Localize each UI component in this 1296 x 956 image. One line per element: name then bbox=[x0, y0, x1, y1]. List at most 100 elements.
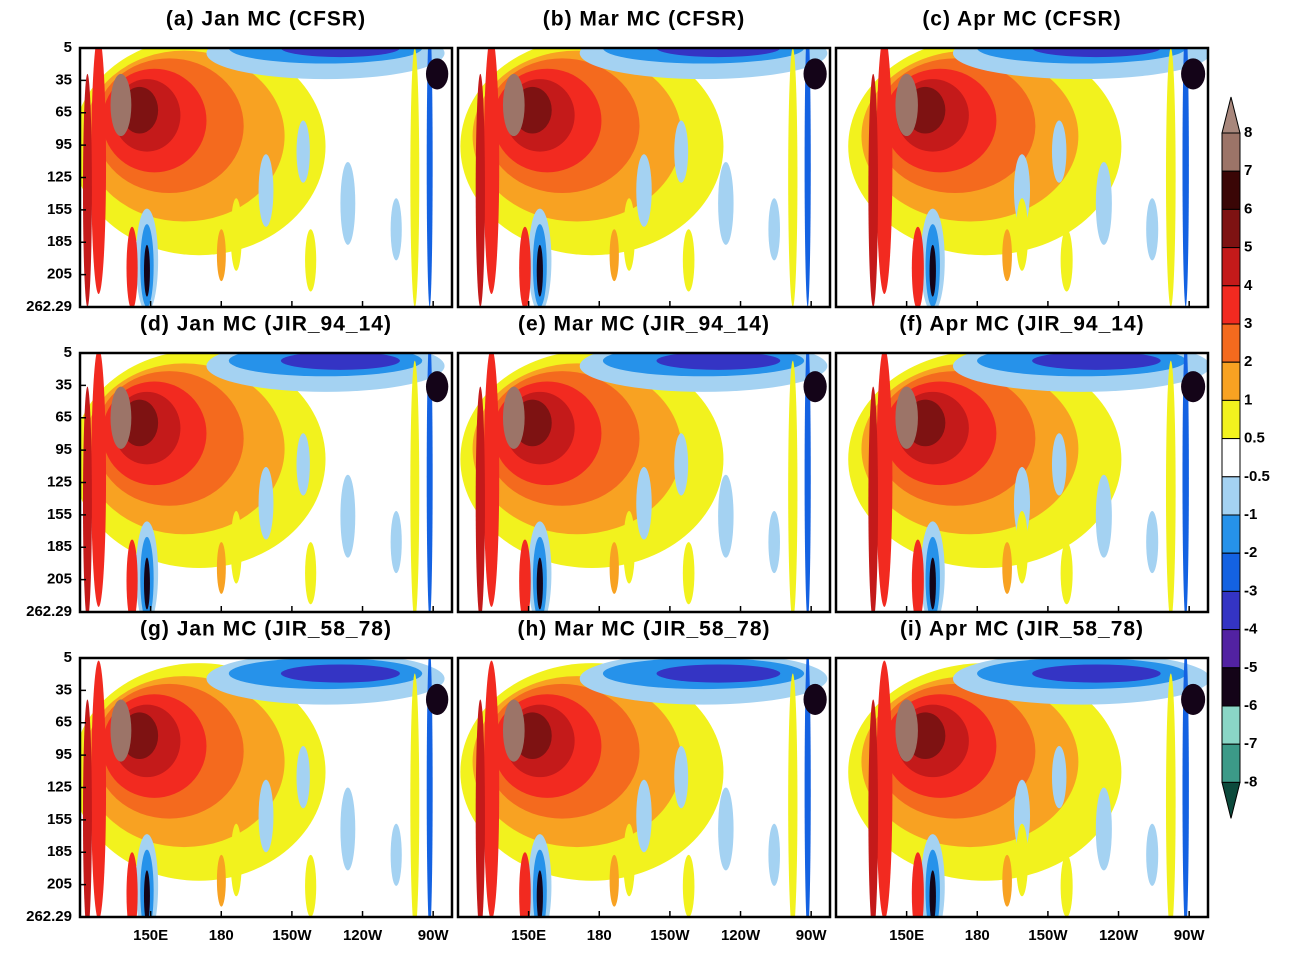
contour-blob bbox=[82, 699, 92, 917]
contour-blob bbox=[623, 823, 635, 897]
contour-blob bbox=[623, 198, 635, 271]
contour-blob bbox=[718, 161, 734, 245]
contour-blob bbox=[502, 73, 525, 137]
contour-blob bbox=[280, 664, 400, 683]
panel-frame bbox=[456, 656, 832, 919]
contour-blob bbox=[82, 386, 92, 612]
contour-blob bbox=[609, 542, 619, 594]
contour-blob bbox=[475, 386, 485, 612]
contour-blob bbox=[1146, 510, 1159, 574]
colorbar-box bbox=[1221, 514, 1241, 554]
contour-blob bbox=[216, 229, 226, 282]
contour-blob bbox=[788, 673, 798, 917]
colorbar-label: -8 bbox=[1244, 773, 1257, 790]
colorbar-box bbox=[1221, 590, 1241, 631]
colorbar-label: -7 bbox=[1244, 735, 1257, 752]
contour-blob bbox=[536, 870, 543, 917]
contour-blob bbox=[1060, 229, 1073, 292]
contour-blob bbox=[1032, 353, 1161, 370]
contour-blob bbox=[390, 198, 402, 261]
y-tick-label: 185 bbox=[47, 538, 72, 555]
contour-blob bbox=[425, 371, 449, 403]
colorbar-box bbox=[1221, 285, 1241, 325]
contour-blob bbox=[804, 48, 811, 307]
colorbar-box bbox=[1221, 476, 1241, 516]
contour-blob bbox=[1165, 48, 1176, 307]
panel-title: (i) Apr MC (JIR_58_78) bbox=[900, 618, 1144, 641]
contour-blob bbox=[929, 870, 936, 917]
contour-blob bbox=[804, 658, 811, 917]
y-tick-label: 125 bbox=[47, 473, 72, 490]
x-tick-label: 120W bbox=[343, 927, 383, 944]
y-tick-label: 35 bbox=[55, 681, 72, 698]
contour-blob bbox=[1182, 658, 1189, 917]
colorbar-label: -5 bbox=[1244, 659, 1257, 676]
colorbar-label: 3 bbox=[1244, 315, 1252, 332]
contour-blob bbox=[296, 433, 310, 496]
contour-blob bbox=[519, 539, 531, 612]
panel bbox=[458, 353, 830, 612]
y-tick-label: 155 bbox=[47, 811, 72, 828]
colorbar-box bbox=[1221, 629, 1241, 669]
colorbar-box bbox=[1221, 438, 1241, 478]
colorbar-label: -4 bbox=[1244, 621, 1258, 638]
contour-blob bbox=[1002, 542, 1012, 594]
colorbar-box bbox=[1221, 552, 1241, 592]
contour-blob bbox=[230, 823, 242, 897]
contour-blob bbox=[91, 660, 107, 917]
contour-blob bbox=[636, 154, 652, 227]
contour-blob bbox=[390, 823, 402, 886]
contour-blob bbox=[1181, 371, 1206, 403]
contour-blob bbox=[788, 48, 798, 307]
contour-blob bbox=[425, 58, 449, 90]
contour-blob bbox=[280, 353, 400, 370]
panel bbox=[836, 353, 1208, 612]
contour-blob bbox=[1165, 673, 1176, 917]
contour-blob bbox=[126, 539, 138, 612]
colorbar-arrow bbox=[1221, 96, 1241, 134]
panel bbox=[80, 48, 452, 307]
x-tick-label: 90W bbox=[1174, 927, 1206, 944]
contour-blob bbox=[126, 226, 138, 307]
contour-blob bbox=[895, 73, 918, 137]
y-tick-label: 125 bbox=[47, 168, 72, 185]
contour-blob bbox=[410, 360, 420, 612]
contour-blob bbox=[868, 386, 879, 612]
contour-blob bbox=[110, 699, 132, 762]
y-tick-label: 65 bbox=[55, 714, 72, 731]
x-tick-label: 180 bbox=[209, 927, 234, 944]
contour-blob bbox=[126, 852, 138, 917]
contour-blob bbox=[803, 58, 827, 90]
contour-blob bbox=[110, 73, 132, 137]
contour-blob bbox=[296, 746, 310, 809]
contour-blob bbox=[868, 699, 879, 917]
panel-title: (a) Jan MC (CFSR) bbox=[166, 8, 366, 31]
contour-blob bbox=[1002, 854, 1012, 907]
y-tick-label: 125 bbox=[47, 778, 72, 795]
panel-frame bbox=[834, 351, 1210, 614]
x-tick-label: 180 bbox=[965, 927, 990, 944]
contour-blob bbox=[876, 48, 893, 295]
panel bbox=[458, 658, 830, 917]
y-tick-label: 262.29 bbox=[26, 603, 72, 620]
y-tick-label: 185 bbox=[47, 843, 72, 860]
contour-blob bbox=[230, 198, 242, 271]
panel-title: (e) Mar MC (JIR_94_14) bbox=[518, 313, 770, 336]
contour-blob bbox=[609, 229, 619, 282]
x-tick-label: 120W bbox=[721, 927, 761, 944]
contour-blob bbox=[682, 854, 695, 917]
y-tick-label: 5 bbox=[64, 344, 72, 361]
contour-blob bbox=[768, 198, 781, 261]
panel-title: (g) Jan MC (JIR_58_78) bbox=[140, 618, 392, 641]
contour-blob bbox=[929, 244, 936, 297]
y-tick-label: 95 bbox=[55, 746, 72, 763]
contour-blob bbox=[674, 120, 689, 183]
contour-blob bbox=[502, 386, 525, 449]
contour-blob bbox=[1051, 746, 1067, 809]
contour-blob bbox=[911, 226, 924, 307]
colorbar-box bbox=[1221, 705, 1241, 745]
contour-blob bbox=[426, 658, 433, 917]
panel-title: (b) Mar MC (CFSR) bbox=[543, 8, 745, 31]
contour-blob bbox=[1146, 823, 1159, 886]
contour-blob bbox=[636, 779, 652, 853]
